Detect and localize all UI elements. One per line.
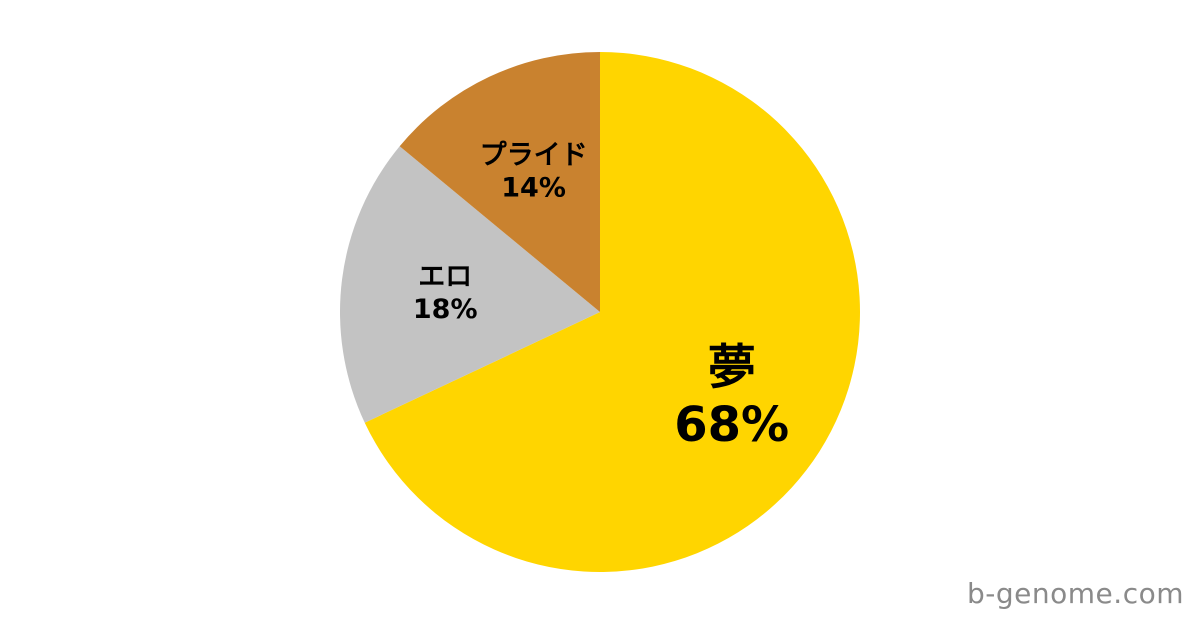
slice-label-1: 夢 68%: [674, 340, 789, 454]
slice-label-2: エロ 18%: [413, 262, 478, 325]
pie-slice-2: [339, 146, 600, 423]
watermark: b-genome.com: [967, 577, 1184, 610]
pie-slice-3: [399, 52, 600, 312]
pie-slice-1: [364, 52, 860, 573]
slice-label-3: プライド 14%: [480, 140, 588, 203]
